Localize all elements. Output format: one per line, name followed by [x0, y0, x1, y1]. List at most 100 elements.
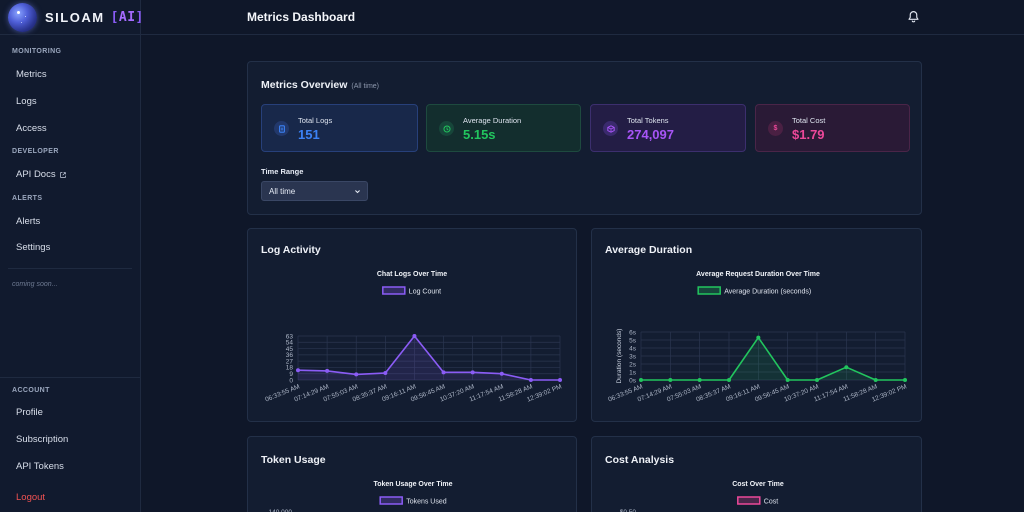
- page-title: Metrics Dashboard: [247, 10, 356, 24]
- y-tick-label: 9: [289, 371, 293, 378]
- average-duration-card: Average Duration Average Request Duratio…: [591, 228, 922, 422]
- legend-swatch: [382, 286, 406, 295]
- data-point: [354, 372, 359, 377]
- stat-value: 151: [298, 127, 320, 142]
- data-point: [383, 371, 388, 376]
- data-point: [873, 378, 878, 382]
- legend-label: Tokens Used: [406, 499, 447, 506]
- stat-label: Total Logs: [298, 116, 333, 125]
- legend-swatch: [737, 496, 761, 505]
- sidebar-item-access[interactable]: Access: [16, 123, 47, 134]
- time-range-select[interactable]: All time: [261, 181, 368, 201]
- data-point: [441, 370, 446, 375]
- log-activity-card: Log Activity Chat Logs Over Time Log Coun…: [247, 228, 577, 422]
- sidebar-item-api-tokens[interactable]: API Tokens: [16, 461, 64, 472]
- sidebar-item-subscription[interactable]: Subscription: [16, 434, 69, 445]
- data-point: [639, 378, 643, 382]
- y-tick-label: 27: [286, 358, 294, 365]
- logout-button[interactable]: Logout: [16, 492, 46, 503]
- stat-card-total-tokens: Total Tokens 274,097: [590, 104, 746, 152]
- stat-card-total-logs: Total Logs 151: [261, 104, 418, 152]
- sidebar-divider: [0, 34, 140, 35]
- brand-ai-tag: [AI]: [110, 9, 144, 25]
- sidebar-divider: [8, 268, 132, 269]
- brand[interactable]: SILOAM [AI]: [8, 2, 144, 32]
- cube-icon: [603, 121, 618, 136]
- legend-label: Average Duration (seconds): [724, 289, 811, 296]
- y-tick-label: 45: [286, 346, 294, 353]
- stat-value: 5.15s: [463, 127, 496, 142]
- chart-title: Chat Logs Over Time: [377, 271, 447, 278]
- data-point: [470, 370, 475, 375]
- y-tick-label: 6s: [629, 329, 637, 336]
- token-usage-card: Token Usage Token Usage Over Time Tokens …: [247, 436, 577, 512]
- sidebar-item-alerts[interactable]: Alerts: [16, 216, 41, 227]
- data-point: [668, 378, 673, 382]
- stat-card-total-cost: $ Total Cost $1.79: [755, 104, 910, 152]
- overview-title: Metrics Overview (All time): [261, 79, 380, 91]
- cost-analysis-title: Cost Analysis: [605, 454, 675, 466]
- log-activity-title: Log Activity: [261, 244, 321, 256]
- clock-icon: [439, 121, 454, 136]
- stat-label: Average Duration: [463, 116, 522, 125]
- sidebar-item-metrics[interactable]: Metrics: [16, 69, 47, 80]
- time-range-value: All time: [269, 186, 296, 196]
- data-point: [756, 335, 761, 340]
- bell-icon[interactable]: [907, 10, 920, 23]
- sidebar-item-profile[interactable]: Profile: [16, 407, 43, 418]
- token-usage-title: Token Usage: [261, 454, 326, 466]
- data-point: [697, 378, 702, 382]
- y-tick-label: 0: [289, 377, 293, 384]
- chevron-down-icon: [355, 190, 360, 194]
- series-line: [297, 335, 560, 381]
- data-point: [528, 378, 533, 382]
- data-point: [296, 368, 300, 373]
- average-duration-title: Average Duration: [605, 244, 693, 256]
- legend-label: Cost: [764, 499, 778, 506]
- y-tick-label: 63: [286, 333, 294, 340]
- data-point: [499, 371, 504, 376]
- data-point: [412, 334, 417, 338]
- data-point: [903, 378, 907, 382]
- stat-value: $1.79: [792, 127, 825, 142]
- legend-label: Log Count: [409, 289, 441, 296]
- stat-label: Total Cost: [792, 116, 826, 125]
- y-tick-label: 5s: [629, 337, 637, 344]
- chart-title: Token Usage Over Time: [373, 481, 452, 488]
- sidebar: SILOAM [AI] MONITORING Metrics Logs Acce…: [0, 0, 144, 512]
- time-range-label: Time Range: [261, 167, 304, 176]
- metrics-overview-card: Metrics Overview (All time) Total Logs 15…: [247, 61, 922, 215]
- sidebar-item-label: API Docs: [16, 169, 56, 180]
- stat-card-average-duration: Average Duration 5.15s: [426, 104, 581, 152]
- cost-analysis-card: Cost Analysis Cost Over Time Cost $0.50: [591, 436, 922, 512]
- token-usage-chart: Token Usage Over Time Tokens Used 140,000: [269, 481, 453, 512]
- document-icon: [274, 121, 289, 136]
- coming-soon-text: coming soon...: [12, 281, 58, 288]
- y-tick-label: 1s: [629, 369, 637, 376]
- data-point: [727, 378, 731, 382]
- data-point: [325, 368, 330, 373]
- data-point: [815, 378, 819, 382]
- overview-subtitle: (All time): [351, 83, 380, 90]
- planet-logo-icon: [8, 2, 37, 32]
- brand-name: SILOAM: [45, 9, 105, 25]
- sidebar-section-alerts: ALERTS: [12, 195, 43, 202]
- series-area: [298, 336, 560, 380]
- sidebar-item-api-docs[interactable]: API Docs: [16, 169, 66, 180]
- legend-swatch: [379, 496, 403, 505]
- y-tick-label: 140,000: [269, 509, 293, 512]
- stat-value: 274,097: [627, 127, 674, 142]
- y-tick-label: 18: [286, 365, 294, 372]
- sidebar-item-logs[interactable]: Logs: [16, 96, 37, 107]
- series-line: [641, 336, 905, 381]
- y-tick-label: 54: [286, 340, 294, 347]
- y-tick-label: 36: [286, 352, 294, 359]
- stat-label: Total Tokens: [627, 116, 669, 125]
- y-tick-label: 4s: [629, 345, 637, 352]
- dollar-icon: $: [768, 121, 783, 136]
- sidebar-section-monitoring: MONITORING: [12, 48, 62, 55]
- external-link-icon: [59, 171, 66, 178]
- y-axis-label: Duration (seconds): [616, 329, 623, 384]
- sidebar-item-settings[interactable]: Settings: [16, 242, 51, 253]
